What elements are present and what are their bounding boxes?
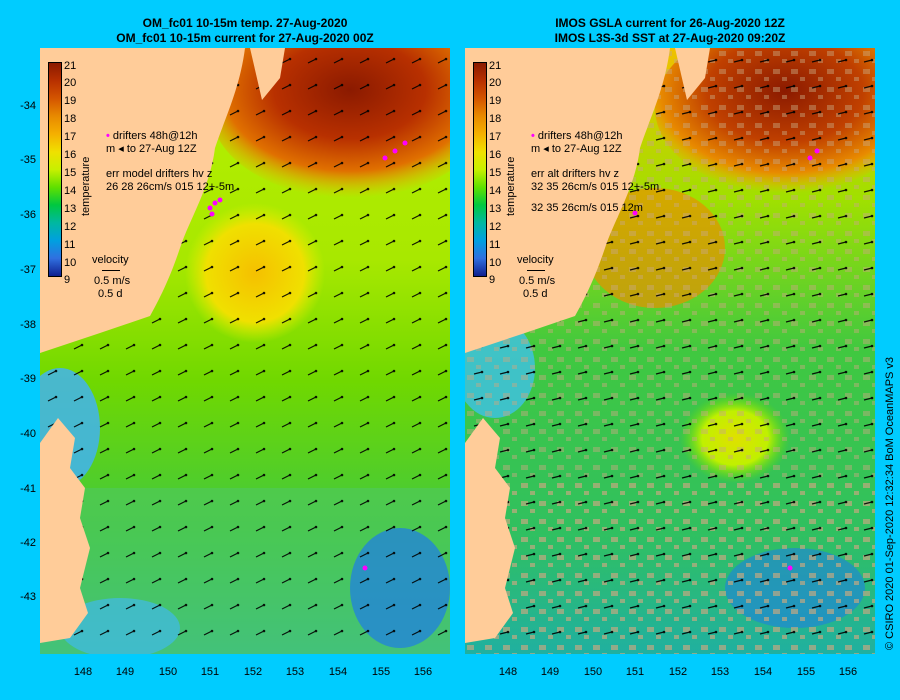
model-map-canvas	[40, 48, 450, 654]
drifter-markers	[207, 140, 408, 571]
right-panel-title: IMOS GSLA current for 26-Aug-2020 12Z IM…	[465, 16, 875, 46]
colorbar-label-right: temperature	[505, 156, 517, 216]
model-temperature-map: 21 20 19 18 17 16 15 14 13 12 11 10 9 temperat…	[40, 48, 450, 654]
velocity-scale: velocity 0.5 m/s 0.5 d	[92, 254, 131, 300]
colorbar-ticks-right: 21 20 19 18 17 16 15 14 13 12 11 10 9	[489, 60, 502, 286]
left-title-line2: OM_fc01 10-15m current for 27-Aug-2020 0…	[116, 31, 374, 45]
coastline-land	[40, 48, 245, 353]
tasmania-land-right	[465, 418, 515, 643]
temperature-colorbar	[48, 62, 62, 277]
drifter-legend-right: • drifters 48h@12h m ◂ to 27-Aug 12Z	[531, 130, 623, 155]
left-panel-title: OM_fc01 10-15m temp. 27-Aug-2020 OM_fc01…	[40, 16, 450, 46]
colorbar-label: temperature	[80, 156, 92, 216]
colorbar-ticks: 21 20 19 18 17 16 15 14 13 12 11 10 9	[64, 60, 77, 286]
temperature-colorbar-right	[473, 62, 487, 277]
tasmania-land	[40, 418, 90, 643]
error-legend: err model drifters hv z 26 28 26cm/s 015…	[106, 168, 235, 193]
left-title-line1: OM_fc01 10-15m temp. 27-Aug-2020	[142, 16, 348, 30]
error-legend-right: err alt drifters hv z 32 35 26cm/s 015 1…	[531, 168, 660, 214]
drifter-markers-right	[632, 148, 820, 571]
drifter-legend: • drifters 48h@12h m ◂ to 27-Aug 12Z	[106, 130, 198, 155]
right-title-line1: IMOS GSLA current for 26-Aug-2020 12Z	[555, 16, 785, 30]
credit-text: © CSIRO 2020 01-Sep-2020 12:32:34 BoM Oc…	[884, 356, 896, 650]
right-title-line2: IMOS L3S-3d SST at 27-Aug-2020 09:20Z	[554, 31, 786, 45]
satellite-sst-map: 21 20 19 18 17 16 15 14 13 12 11 10 9 temperat…	[465, 48, 875, 654]
velocity-scale-right: velocity 0.5 m/s 0.5 d	[517, 254, 556, 300]
satellite-map-canvas	[465, 48, 875, 654]
coastline-land-right	[465, 48, 670, 353]
